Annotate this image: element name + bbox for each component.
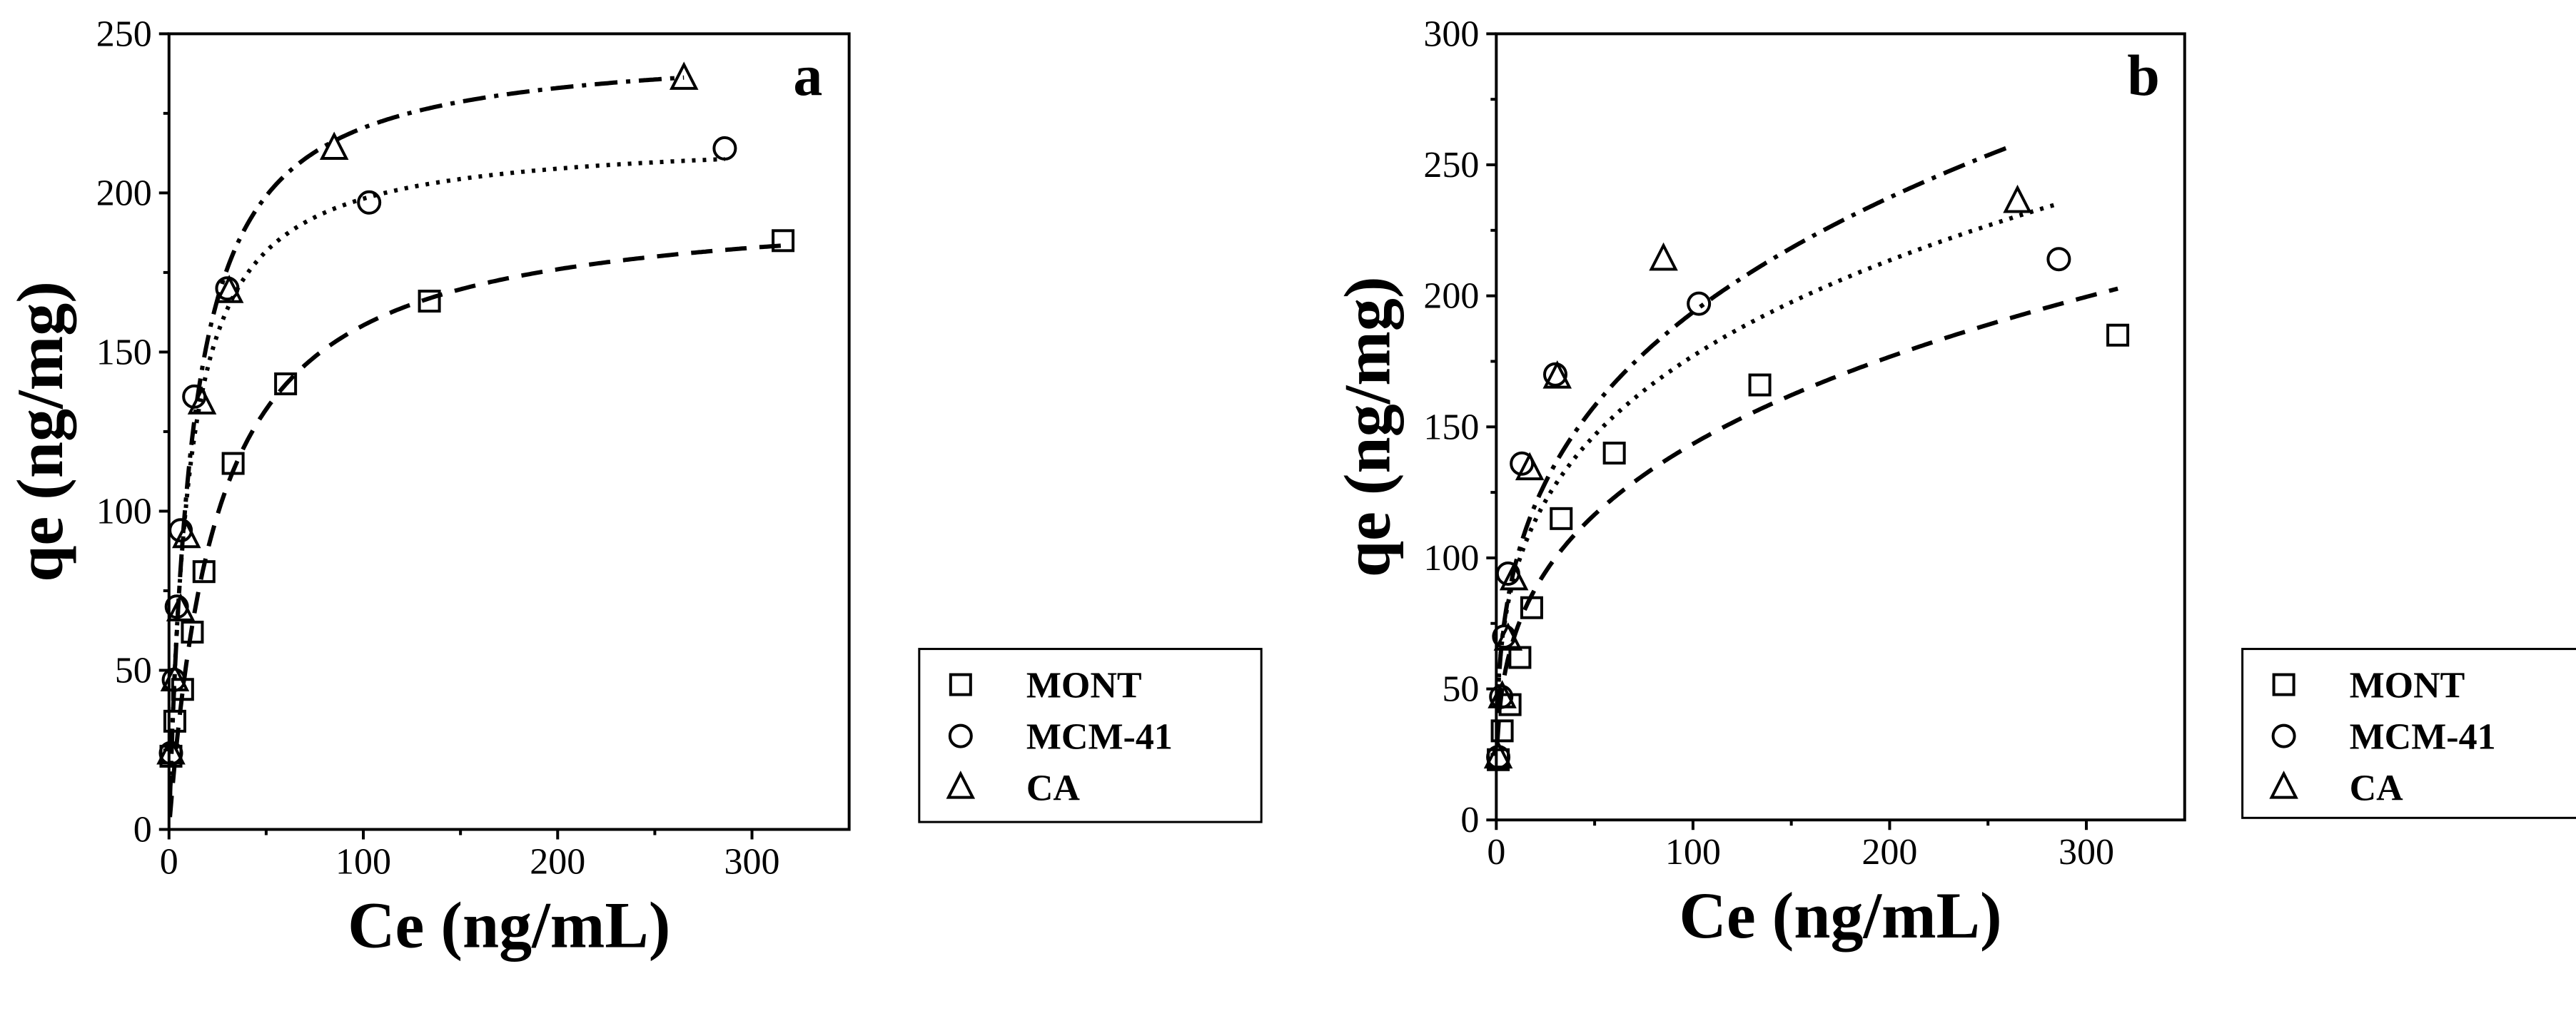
data-point-ca: [1649, 242, 1678, 271]
data-point-mont: [1490, 719, 1514, 743]
legend: MONT MCM-41 CA: [2241, 648, 2576, 819]
legend: MONT MCM-41 CA: [918, 648, 1263, 823]
chart-panel-a: 0 100 200 300 0 50 100 150 200 250 Ce (ng/mL) qe (n…: [4, 14, 1263, 962]
data-point-mont: [1748, 373, 1772, 397]
data-point-ca: [160, 663, 190, 691]
data-point-mcm-41: [1687, 291, 1712, 316]
x-axis-title: Ce (ng/mL): [348, 889, 670, 962]
data-point-mont: [1550, 507, 1573, 530]
data-point-ca: [214, 275, 244, 303]
data-point-ca: [172, 519, 201, 549]
y-tick-label: 50: [115, 650, 152, 691]
y-tick-label: 0: [133, 810, 152, 850]
data-point-mcm-41: [357, 190, 382, 215]
y-tick-label: 200: [1423, 276, 1479, 317]
legend-box: [2241, 648, 2576, 819]
y-tick-label: 150: [1423, 407, 1479, 447]
data-point-mcm-41: [215, 276, 240, 301]
y-tick-label: 150: [96, 332, 152, 372]
panel-letter: b: [2127, 43, 2160, 108]
series-mcm-41: [158, 136, 737, 766]
data-point-ca: [166, 593, 196, 621]
x-axis-title: Ce (ng/mL): [1679, 879, 2001, 952]
y-tick-label: 100: [96, 491, 152, 532]
y-tick-label: 250: [96, 14, 152, 54]
data-point-ca: [319, 131, 349, 161]
x-tick-label: 200: [530, 842, 585, 883]
series-mont: [159, 229, 795, 768]
legend-marker-mcm-41: [948, 723, 973, 748]
data-point-ca: [1487, 680, 1517, 708]
data-point-ca: [187, 386, 217, 415]
data-point-ca: [1493, 622, 1523, 651]
plot-frame: [1495, 32, 2186, 822]
chart-panel-b: 0 100 200 300 0 50 100 150 200 250 300 Ce (ng/mL) qe…: [1330, 14, 2576, 952]
x-tick-label: 200: [1862, 832, 1917, 873]
legend-label-mcm-41: MCM-41: [1026, 717, 1173, 758]
y-tick-label: 0: [1460, 800, 1479, 840]
data-point-mcm-41: [1542, 362, 1567, 387]
fit-curve-ca: [1495, 143, 2013, 713]
data-point-ca: [156, 736, 186, 765]
x-tick-label: 300: [2059, 832, 2114, 873]
y-tick-label: 250: [1423, 145, 1479, 186]
data-point-ca: [1542, 360, 1572, 389]
data-point-mont: [1520, 596, 1543, 619]
legend-marker-ca: [946, 771, 976, 799]
data-point-ca: [669, 61, 699, 90]
legend-label-ca: CA: [1026, 768, 1081, 809]
fit-curve-mcm-41: [1495, 201, 2060, 710]
y-tick-label: 300: [1423, 14, 1479, 54]
legend-marker-ca: [2269, 771, 2298, 799]
legend-label-ca: CA: [2350, 768, 2404, 809]
y-tick-label: 50: [1442, 669, 1479, 710]
data-point-mcm-41: [712, 136, 737, 161]
data-point-ca: [2003, 184, 2032, 213]
data-point-mont: [221, 452, 245, 475]
legend-label-mont: MONT: [2350, 666, 2465, 706]
data-point-mont: [192, 560, 216, 584]
data-point-mont: [772, 229, 795, 253]
data-point-mont: [1602, 442, 1626, 465]
series-ca: [156, 61, 699, 765]
y-axis-title: qe (ng/mg): [1330, 276, 1403, 577]
data-point-mont: [181, 620, 204, 644]
data-point-mont: [163, 709, 186, 733]
legend-marker-mont: [949, 673, 972, 696]
data-point-mont: [1498, 693, 1522, 716]
x-tick-label: 300: [724, 842, 780, 883]
x-tick-label: 100: [335, 842, 391, 883]
legend-label-mcm-41: MCM-41: [2350, 717, 2496, 758]
data-point-mcm-41: [2046, 247, 2071, 272]
data-point-mcm-41: [168, 518, 193, 543]
plot-frame: [167, 32, 851, 831]
data-point-ca: [1483, 740, 1513, 769]
y-tick-label: 100: [1423, 538, 1479, 579]
legend-label-mont: MONT: [1026, 666, 1142, 706]
legend-box: [918, 648, 1263, 823]
y-axis-title: qe (ng/mg): [4, 281, 76, 582]
x-tick-label: 0: [1487, 832, 1505, 873]
series-mont: [1487, 323, 2130, 771]
fit-curve-mcm-41: [168, 156, 725, 797]
data-point-mont: [418, 290, 441, 313]
fit-curve-mont: [168, 243, 784, 818]
series-ca: [1483, 184, 2032, 769]
legend-marker-mcm-41: [2271, 723, 2296, 748]
panel-letter: a: [793, 43, 822, 108]
legend-marker-mont: [2272, 673, 2295, 696]
fit-curve-mont: [1495, 286, 2118, 744]
x-tick-label: 0: [160, 842, 178, 883]
data-point-mont: [2106, 323, 2130, 347]
data-point-mont: [274, 372, 298, 396]
fit-curve-ca: [168, 75, 685, 798]
data-point-ca: [1499, 562, 1529, 591]
data-point-ca: [1515, 452, 1545, 481]
y-tick-label: 200: [96, 173, 152, 213]
x-tick-label: 100: [1665, 832, 1721, 873]
